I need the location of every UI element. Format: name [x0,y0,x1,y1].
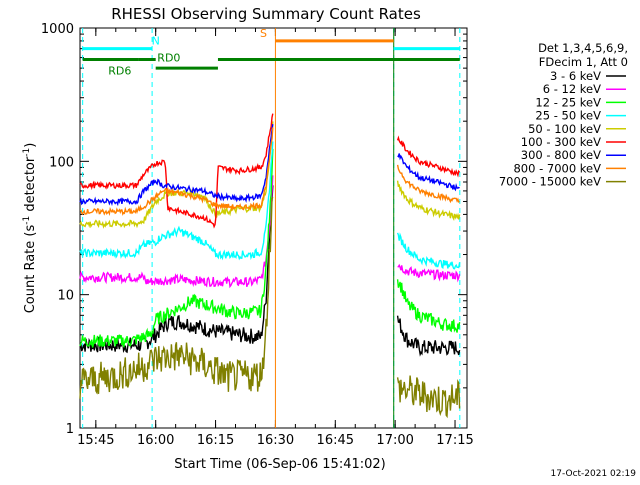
legend-entry: 7000 - 15000 keV [499,175,601,189]
series-line [79,175,274,289]
legend-header-line: Det 1,3,4,5,6,9, [538,41,628,55]
y-tick-label: 1000 [41,22,74,37]
series-line [396,279,461,333]
legend-entry: 25 - 50 keV [535,109,601,123]
x-tick-label: 16:15 [197,433,234,448]
y-axis-label-exp: -1 [22,216,32,225]
series-line [79,127,274,217]
flag-label: RD0 [157,52,180,65]
series-line [79,113,274,229]
series-line [396,232,461,270]
y-axis-label-part: Count Rate (s [23,225,38,314]
legend-entry: 6 - 12 keV [543,82,601,96]
series-line [396,375,461,419]
x-tick-label: 15:45 [77,433,114,448]
series-line [79,141,274,261]
series-line [397,263,461,283]
legend-entry: 12 - 25 keV [535,95,601,109]
chart-title: RHESSI Observing Summary Count Rates [111,5,421,23]
footer-timestamp: 17-Oct-2021 02:19 [551,469,637,479]
series-line [396,180,461,221]
legend-entry: 800 - 7000 keV [513,161,601,175]
y-axis-label: Count Rate (s-1 detector-1) [22,143,38,314]
series-line [79,148,274,348]
y-axis-label-exp: -1 [22,148,32,157]
series-line [79,185,274,354]
series-line [396,164,460,204]
legend-entry: 300 - 800 keV [521,148,601,162]
series-line [396,315,461,357]
legend-entry: 3 - 6 keV [550,69,601,83]
flag-label: N [152,35,160,48]
y-tick-label: 10 [57,289,74,304]
legend-entry: 50 - 100 keV [528,122,601,136]
legend-entry: 100 - 300 keV [521,135,601,149]
x-tick-label: 16:45 [317,433,354,448]
y-axis-label-part: detector [23,156,38,216]
y-tick-label: 100 [49,155,74,170]
x-tick-label: 16:00 [137,433,174,448]
y-tick-label: 1 [66,422,74,437]
series-line [396,135,461,178]
legend-header-line: FDecim 1, Att 0 [539,55,628,69]
x-axis-label: Start Time (06-Sep-06 15:41:02) [174,457,385,472]
series-line [79,124,274,207]
x-tick-label: 17:15 [436,433,473,448]
x-tick-label: 16:30 [257,433,294,448]
x-tick-label: 17:00 [376,433,413,448]
flag-label: RD6 [108,65,131,78]
series-line [397,153,460,192]
flag-label: S [260,27,267,40]
plot-frame [79,27,468,429]
series-line [79,196,274,399]
y-axis-label-part: ) [23,143,38,148]
